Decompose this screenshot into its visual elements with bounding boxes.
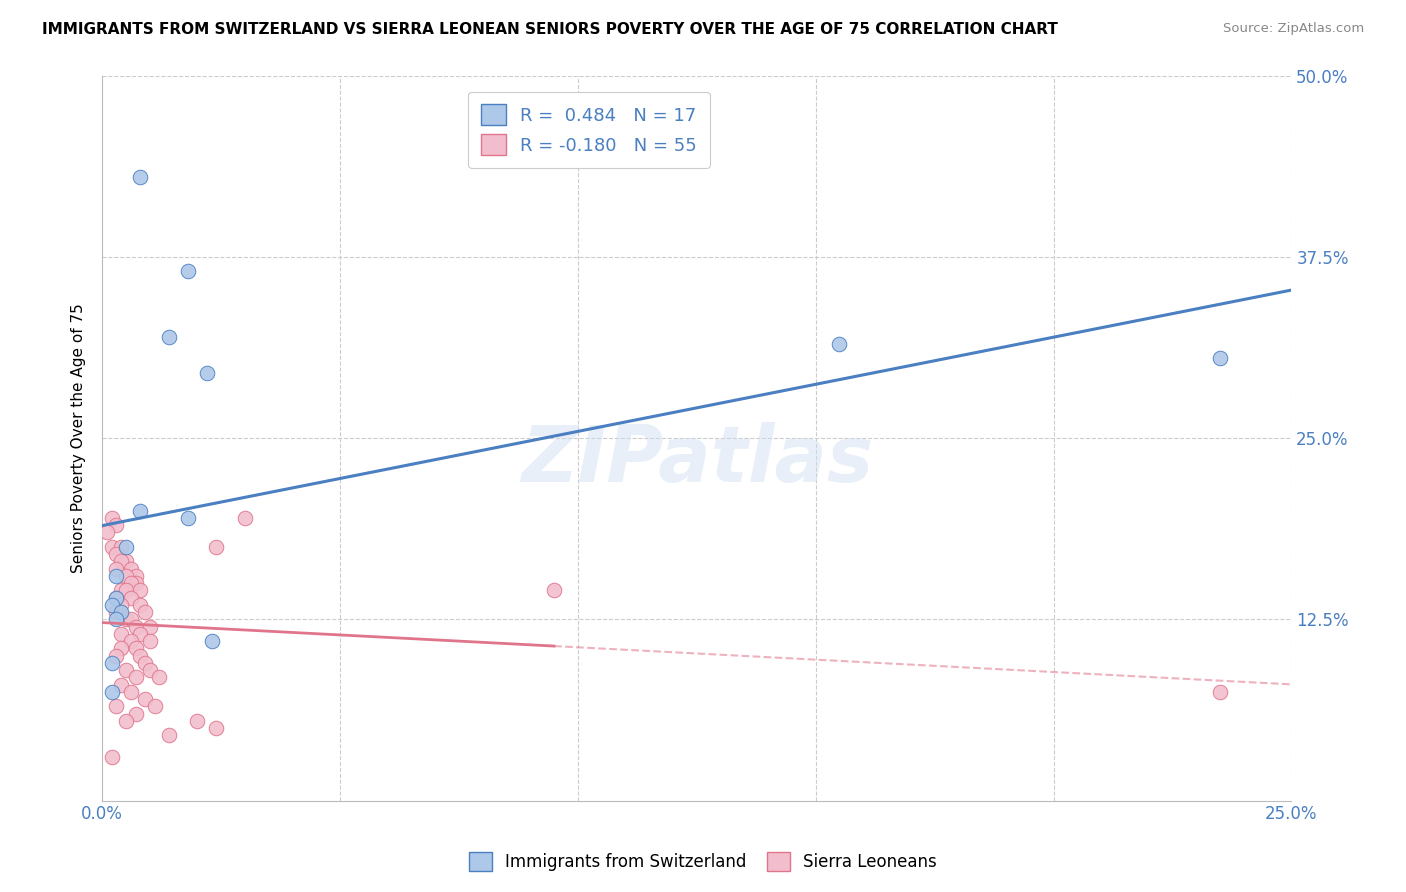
Point bbox=[115, 540, 138, 554]
Point bbox=[134, 605, 156, 619]
Point bbox=[110, 583, 132, 598]
Point bbox=[110, 598, 132, 612]
Point bbox=[110, 641, 132, 656]
Point bbox=[110, 540, 132, 554]
Point bbox=[120, 612, 142, 626]
Text: IMMIGRANTS FROM SWITZERLAND VS SIERRA LEONEAN SENIORS POVERTY OVER THE AGE OF 75: IMMIGRANTS FROM SWITZERLAND VS SIERRA LE… bbox=[42, 22, 1059, 37]
Point bbox=[100, 511, 122, 525]
Point bbox=[205, 721, 228, 735]
Point bbox=[157, 728, 180, 742]
Point bbox=[205, 540, 228, 554]
Point bbox=[105, 648, 128, 663]
Point bbox=[129, 648, 152, 663]
Point bbox=[134, 656, 156, 670]
Point bbox=[120, 685, 142, 699]
Point bbox=[100, 750, 122, 764]
Point bbox=[115, 554, 138, 568]
Point bbox=[105, 569, 128, 583]
Point bbox=[139, 619, 162, 633]
Point bbox=[105, 612, 128, 626]
Point bbox=[110, 677, 132, 691]
Point bbox=[100, 540, 122, 554]
Point bbox=[129, 169, 152, 184]
Point bbox=[177, 264, 200, 278]
Legend: R =  0.484   N = 17, R = -0.180   N = 55: R = 0.484 N = 17, R = -0.180 N = 55 bbox=[468, 92, 710, 168]
Point bbox=[100, 685, 122, 699]
Point bbox=[124, 670, 146, 684]
Point bbox=[115, 663, 138, 677]
Point bbox=[100, 598, 122, 612]
Point bbox=[105, 591, 128, 605]
Point bbox=[233, 511, 256, 525]
Point bbox=[157, 329, 180, 343]
Point bbox=[129, 583, 152, 598]
Point bbox=[105, 547, 128, 561]
Text: Source: ZipAtlas.com: Source: ZipAtlas.com bbox=[1223, 22, 1364, 36]
Point bbox=[100, 656, 122, 670]
Point bbox=[120, 576, 142, 591]
Point bbox=[120, 561, 142, 575]
Point bbox=[115, 583, 138, 598]
Point bbox=[543, 583, 565, 598]
Point bbox=[139, 634, 162, 648]
Point bbox=[124, 576, 146, 591]
Point bbox=[115, 714, 138, 728]
Text: ZIPatlas: ZIPatlas bbox=[520, 422, 873, 498]
Point bbox=[148, 670, 170, 684]
Point bbox=[110, 627, 132, 641]
Point bbox=[124, 569, 146, 583]
Point bbox=[129, 627, 152, 641]
Point bbox=[115, 569, 138, 583]
Point bbox=[177, 511, 200, 525]
Point bbox=[96, 525, 118, 540]
Point bbox=[120, 634, 142, 648]
Point bbox=[110, 605, 132, 619]
Point bbox=[186, 714, 208, 728]
Point bbox=[828, 336, 851, 351]
Point bbox=[105, 518, 128, 533]
Point bbox=[124, 619, 146, 633]
Point bbox=[201, 634, 224, 648]
Legend: Immigrants from Switzerland, Sierra Leoneans: Immigrants from Switzerland, Sierra Leon… bbox=[460, 843, 946, 880]
Point bbox=[110, 554, 132, 568]
Y-axis label: Seniors Poverty Over the Age of 75: Seniors Poverty Over the Age of 75 bbox=[72, 303, 86, 573]
Point bbox=[105, 699, 128, 714]
Point bbox=[120, 591, 142, 605]
Point bbox=[105, 561, 128, 575]
Point bbox=[115, 612, 138, 626]
Point bbox=[134, 692, 156, 706]
Point bbox=[1209, 351, 1232, 366]
Point bbox=[1209, 685, 1232, 699]
Point bbox=[143, 699, 166, 714]
Point bbox=[124, 706, 146, 721]
Point bbox=[139, 663, 162, 677]
Point bbox=[105, 591, 128, 605]
Point bbox=[129, 503, 152, 517]
Point bbox=[124, 641, 146, 656]
Point bbox=[129, 598, 152, 612]
Point bbox=[195, 366, 218, 380]
Point bbox=[105, 605, 128, 619]
